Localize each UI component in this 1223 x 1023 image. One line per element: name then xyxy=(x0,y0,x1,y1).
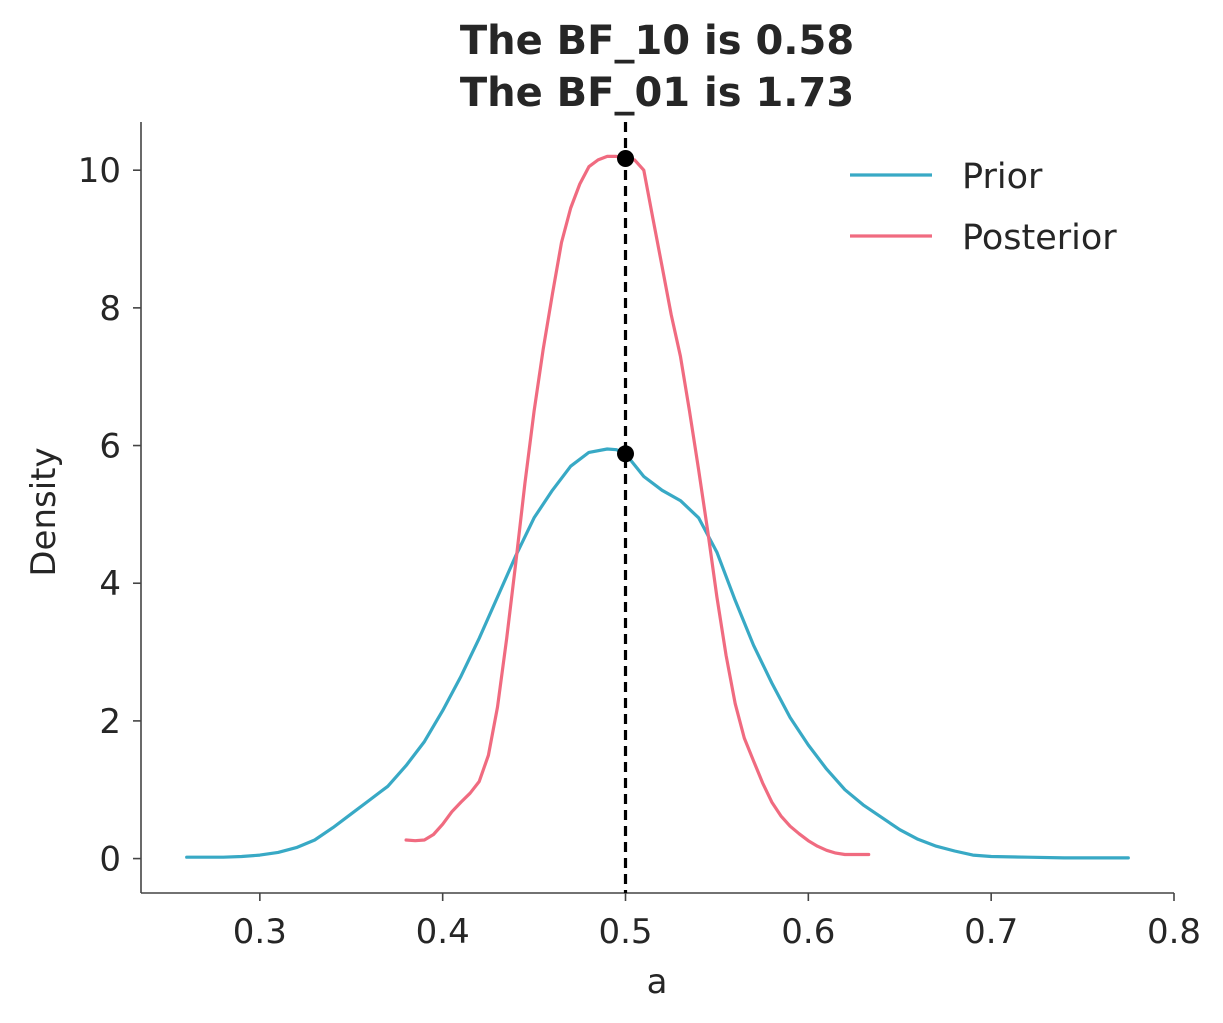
markers-layer xyxy=(617,149,635,463)
y-tick-label: 4 xyxy=(99,564,121,604)
x-axis-label: a xyxy=(647,962,668,1002)
x-tick-label: 0.5 xyxy=(598,912,652,952)
y-tick-label: 2 xyxy=(99,702,121,742)
x-tick-label: 0.8 xyxy=(1147,912,1201,952)
y-tick-label: 8 xyxy=(99,289,121,329)
series-line-prior xyxy=(185,447,1130,860)
y-axis-label: Density xyxy=(24,447,64,576)
legend: Prior Posterior xyxy=(850,157,1117,258)
y-tick-label: 6 xyxy=(99,427,121,467)
x-tick-label: 0.6 xyxy=(781,912,835,952)
marker-point xyxy=(617,149,635,167)
legend-label-prior: Prior xyxy=(962,157,1043,197)
chart-title-line-2: The BF_01 is 1.73 xyxy=(460,70,854,116)
y-tick-label: 0 xyxy=(99,840,121,880)
y-axis-ticks: 0 2 4 6 8 10 xyxy=(78,151,141,880)
legend-label-posterior: Posterior xyxy=(962,218,1117,258)
y-tick-label: 10 xyxy=(78,151,121,191)
x-axis-ticks: 0.3 0.4 0.5 0.6 0.7 0.8 xyxy=(233,893,1201,952)
chart-title-line-1: The BF_10 is 0.58 xyxy=(460,18,854,64)
series-layer xyxy=(185,154,1130,860)
marker-point xyxy=(617,445,635,463)
series-line-posterior xyxy=(404,154,871,857)
x-tick-label: 0.3 xyxy=(233,912,287,952)
x-tick-label: 0.4 xyxy=(416,912,470,952)
x-tick-label: 0.7 xyxy=(964,912,1018,952)
